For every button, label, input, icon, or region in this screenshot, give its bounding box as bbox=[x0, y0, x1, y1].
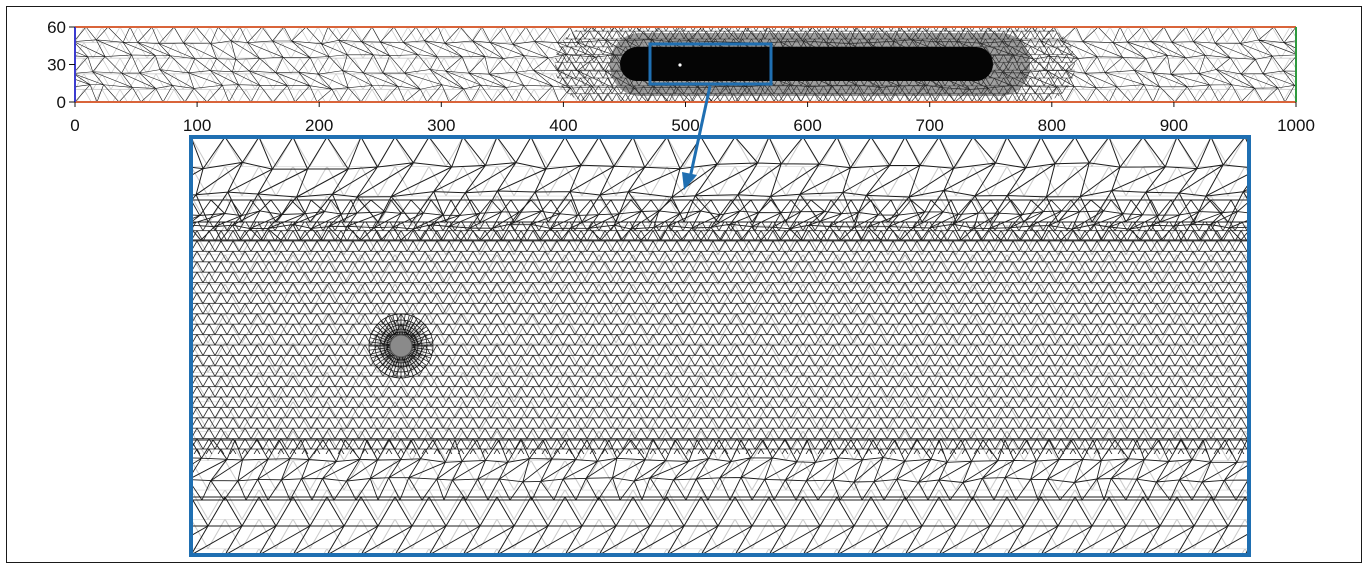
x-tick-label: 0 bbox=[70, 116, 79, 135]
overview-refined-region bbox=[620, 47, 993, 81]
zoom-window-highlight bbox=[648, 42, 773, 86]
x-tick-label: 300 bbox=[427, 116, 455, 135]
x-tick-label: 1000 bbox=[1277, 116, 1315, 135]
y-axis: 0 30 60 bbox=[47, 18, 75, 112]
x-tick-label: 700 bbox=[916, 116, 944, 135]
zoom-coarse-elements bbox=[191, 137, 1249, 223]
y-tick-label: 0 bbox=[57, 93, 66, 112]
y-tick-label: 30 bbox=[47, 56, 66, 75]
zoom-panel-border bbox=[189, 135, 1251, 557]
x-tick-label: 500 bbox=[671, 116, 699, 135]
zoom-transition-elements bbox=[191, 199, 1249, 501]
x-axis: 0 100 200 300 400 500 600 700 800 900 1000 bbox=[70, 102, 1315, 135]
zoom-connector-arrow bbox=[682, 85, 712, 190]
x-tick-label: 800 bbox=[1038, 116, 1066, 135]
overview-obstacle-marker bbox=[678, 63, 682, 67]
x-tick-label: 400 bbox=[549, 116, 577, 135]
zoom-fine-band bbox=[191, 222, 1249, 454]
x-tick-label: 100 bbox=[183, 116, 211, 135]
x-tick-label: 200 bbox=[305, 116, 333, 135]
x-tick-label: 600 bbox=[793, 116, 821, 135]
figure-border bbox=[6, 6, 1362, 563]
overview-mesh bbox=[75, 27, 1296, 102]
obstacle-cylinder bbox=[389, 334, 413, 358]
zoom-boundary-layers bbox=[191, 496, 1249, 555]
y-tick-label: 60 bbox=[47, 18, 66, 37]
x-tick-label: 900 bbox=[1160, 116, 1188, 135]
zoom-mesh bbox=[189, 135, 1251, 557]
